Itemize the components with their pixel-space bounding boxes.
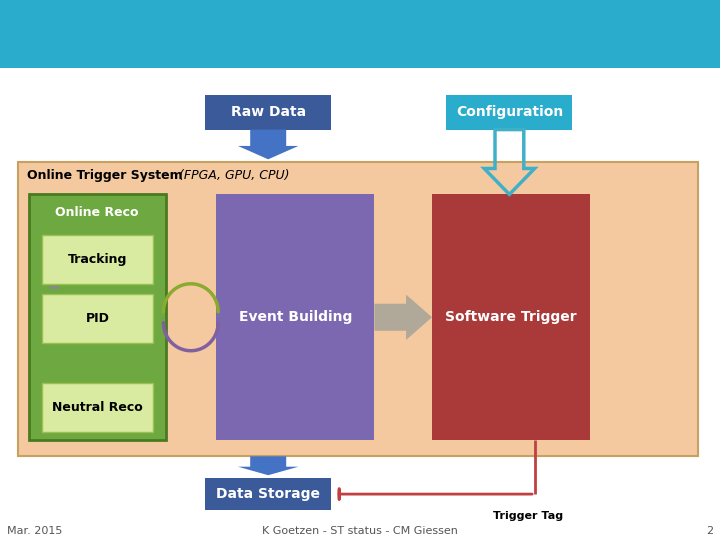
Bar [42,235,153,284]
Polygon shape [374,295,432,340]
Polygon shape [238,456,298,475]
Text: Raw Data: Raw Data [230,105,306,119]
Bar [29,194,166,440]
Text: Tracking: Tracking [68,253,127,266]
Bar [42,383,153,432]
Text: K Goetzen - ST status - CM Giessen: K Goetzen - ST status - CM Giessen [262,525,458,536]
Text: Software Trigger: Software Trigger [446,310,577,324]
Bar [42,294,153,343]
Text: Trigger Tag: Trigger Tag [492,511,563,522]
Text: PID: PID [86,312,109,325]
Text: Event Building: Event Building [238,310,352,324]
Bar [446,94,572,130]
Text: Online Reco: Online Reco [55,206,139,219]
Text: Mar. 2015: Mar. 2015 [7,525,63,536]
Polygon shape [238,130,298,159]
Text: Data Storage: Data Storage [216,487,320,501]
Bar [205,478,331,510]
Bar [205,94,331,130]
Text: Neutral Reco: Neutral Reco [52,401,143,414]
Text: Configuration: Configuration [456,105,563,119]
Text: Online Trigger System: Online Trigger System [27,169,183,182]
Text: Software Trigger within Trigger System: Software Trigger within Trigger System [16,22,572,46]
Text: (FPGA, GPU, CPU): (FPGA, GPU, CPU) [175,169,289,182]
Text: 2: 2 [706,525,713,536]
Bar [216,194,374,440]
Bar [432,194,590,440]
Bar [18,162,698,456]
Bar [0,0,720,68]
